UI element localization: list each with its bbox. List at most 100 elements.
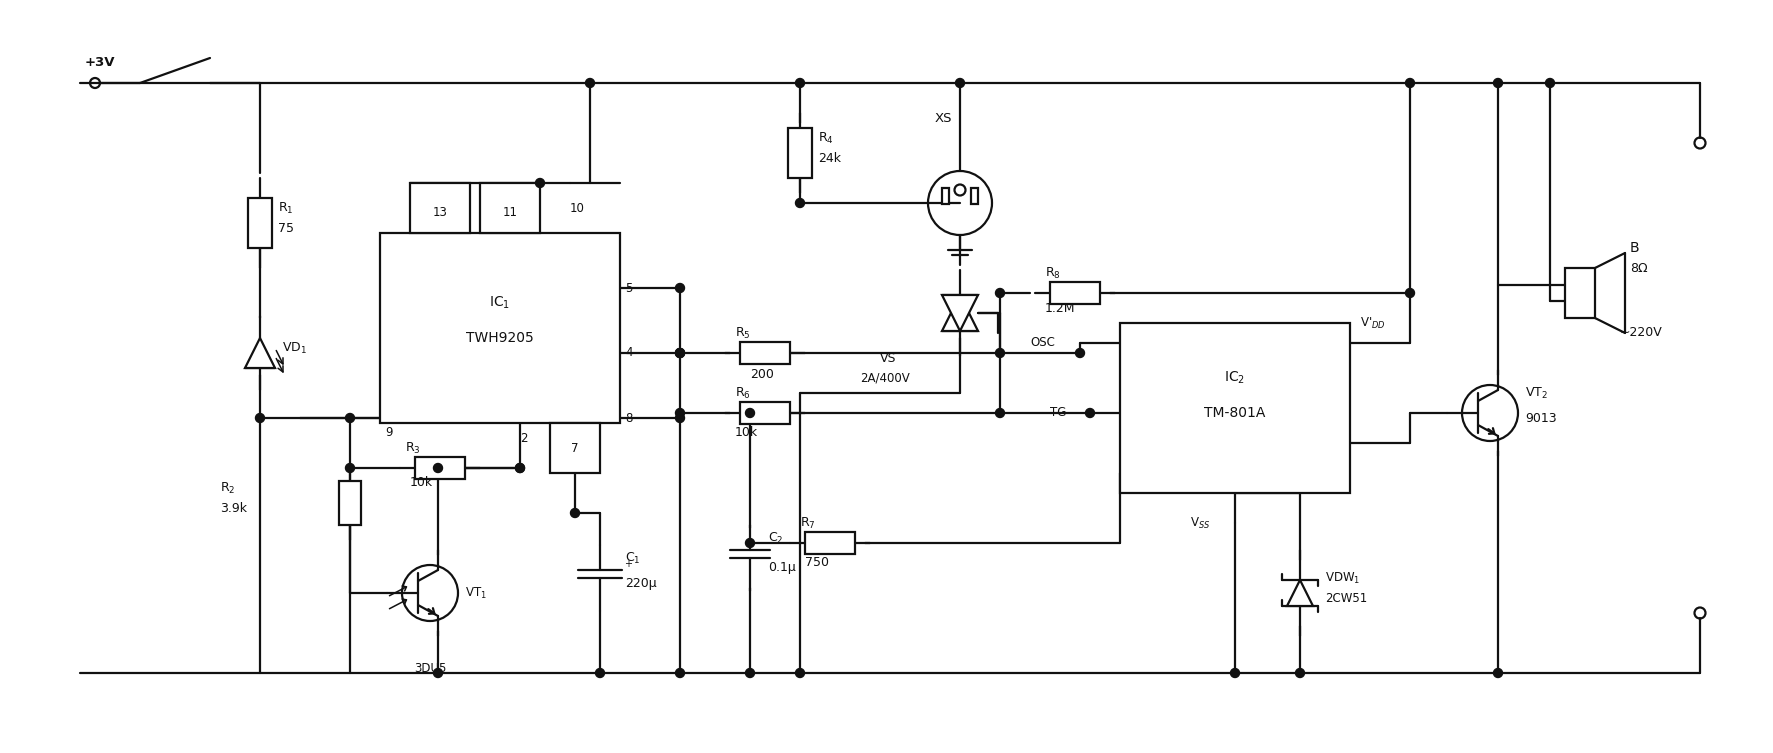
Text: 0.1μ: 0.1μ [768, 562, 796, 575]
Text: 75: 75 [278, 221, 294, 234]
Bar [972, 188, 979, 204]
Circle shape [676, 349, 684, 358]
Bar [787, 128, 812, 178]
Circle shape [1406, 288, 1415, 297]
Circle shape [434, 669, 443, 678]
Text: 10k: 10k [736, 426, 759, 440]
Bar [1566, 268, 1596, 318]
Circle shape [995, 349, 1005, 358]
Circle shape [956, 78, 965, 87]
Circle shape [676, 349, 684, 358]
Circle shape [745, 538, 755, 547]
Text: +3V: +3V [85, 56, 115, 69]
Text: R$_2$: R$_2$ [220, 480, 236, 495]
Circle shape [745, 408, 755, 417]
Text: 3.9k: 3.9k [220, 501, 246, 514]
Text: IC$_2$: IC$_2$ [1225, 370, 1246, 386]
Circle shape [571, 508, 580, 517]
Text: OSC: OSC [1030, 337, 1055, 349]
Text: 200: 200 [750, 368, 773, 382]
Circle shape [745, 669, 755, 678]
Text: 4: 4 [626, 346, 633, 359]
Circle shape [676, 413, 684, 422]
Text: 1.2M: 1.2M [1044, 301, 1076, 315]
Text: 220μ: 220μ [626, 577, 656, 590]
Circle shape [796, 78, 805, 87]
Text: 24k: 24k [817, 151, 840, 164]
Circle shape [585, 78, 594, 87]
Text: IC$_1$: IC$_1$ [489, 295, 511, 311]
Circle shape [535, 178, 544, 187]
Circle shape [676, 669, 684, 678]
Text: ~220V: ~220V [1621, 327, 1663, 340]
Circle shape [1406, 78, 1415, 87]
Text: R$_6$: R$_6$ [736, 386, 750, 401]
Circle shape [516, 464, 525, 472]
Text: R$_8$: R$_8$ [1044, 266, 1060, 281]
Text: 5: 5 [626, 282, 633, 294]
Circle shape [596, 669, 605, 678]
Text: B: B [1629, 241, 1640, 255]
Circle shape [995, 408, 1005, 417]
Text: R$_7$: R$_7$ [800, 516, 816, 531]
Text: VT$_1$: VT$_1$ [465, 585, 488, 601]
Text: 10k: 10k [410, 477, 433, 489]
Bar [739, 402, 791, 424]
Bar [550, 423, 599, 473]
Circle shape [1296, 669, 1305, 678]
Text: 2: 2 [519, 431, 528, 444]
Circle shape [434, 464, 443, 472]
Text: 750: 750 [805, 556, 830, 569]
Text: TM-801A: TM-801A [1204, 406, 1266, 420]
Text: VT$_2$: VT$_2$ [1525, 386, 1548, 401]
Polygon shape [941, 295, 979, 331]
Text: C$_2$: C$_2$ [768, 530, 784, 546]
Circle shape [1230, 669, 1239, 678]
Text: 2A/400V: 2A/400V [860, 371, 910, 385]
Bar [339, 481, 362, 525]
Text: TWH9205: TWH9205 [466, 331, 534, 345]
Bar [248, 198, 271, 248]
Polygon shape [1287, 580, 1314, 606]
Text: TG: TG [1050, 407, 1066, 419]
Text: XS: XS [934, 111, 952, 124]
Text: 3DU5: 3DU5 [413, 661, 447, 675]
Polygon shape [941, 295, 979, 331]
Text: R$_5$: R$_5$ [736, 325, 750, 340]
Bar [805, 532, 855, 554]
Circle shape [255, 413, 264, 422]
Circle shape [516, 464, 525, 472]
Text: 8: 8 [626, 411, 633, 425]
Circle shape [1493, 78, 1502, 87]
Bar [379, 233, 621, 423]
Bar [1121, 323, 1349, 493]
Text: C$_1$: C$_1$ [626, 550, 640, 566]
Text: V$'_{DD}$: V$'_{DD}$ [1360, 316, 1386, 331]
Bar [1050, 282, 1099, 304]
Text: 9013: 9013 [1525, 411, 1557, 425]
Bar [941, 188, 949, 204]
Circle shape [1085, 408, 1094, 417]
Bar [415, 457, 465, 479]
Circle shape [676, 349, 684, 358]
Text: 9: 9 [385, 426, 392, 440]
Bar [410, 183, 470, 233]
Text: R$_4$: R$_4$ [817, 130, 833, 145]
Text: 10: 10 [569, 202, 585, 215]
Circle shape [676, 283, 684, 292]
Circle shape [796, 669, 805, 678]
Circle shape [676, 408, 684, 417]
Text: VDW$_1$: VDW$_1$ [1324, 571, 1360, 586]
Text: R$_3$: R$_3$ [404, 441, 420, 456]
Text: VS: VS [879, 352, 897, 364]
Text: V$_{SS}$: V$_{SS}$ [1190, 516, 1211, 531]
Circle shape [1493, 669, 1502, 678]
Text: 2CW51: 2CW51 [1324, 592, 1367, 605]
Circle shape [796, 199, 805, 208]
Text: 11: 11 [502, 206, 518, 220]
Circle shape [346, 464, 355, 472]
Circle shape [1546, 78, 1555, 87]
Text: 8Ω: 8Ω [1629, 261, 1647, 275]
Text: +: + [624, 559, 631, 569]
Text: 7: 7 [571, 441, 578, 455]
